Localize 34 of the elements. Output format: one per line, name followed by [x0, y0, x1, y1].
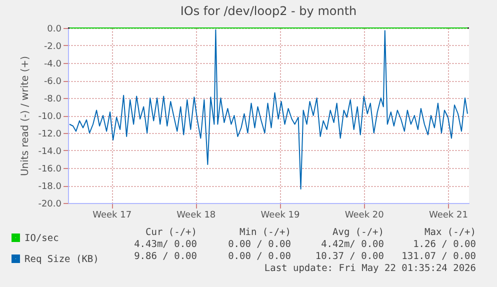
text: 0.00 / 0.00	[228, 239, 292, 250]
y-tick-label: 0.0	[47, 24, 62, 34]
y-tick-label: -12.0	[38, 130, 62, 140]
x-tick-label: Week 19	[260, 210, 300, 220]
y-tick-label: -16.0	[38, 164, 62, 174]
chart-title: IOs for /dev/loop2 - by month	[180, 4, 357, 18]
y-axis-title: Units read (-) / write (+)	[20, 56, 32, 176]
text: Max (-/+)	[424, 227, 476, 238]
text: Min (-/+)	[240, 227, 291, 238]
text: 9.86 / 0.00	[134, 251, 198, 262]
line-series	[69, 29, 468, 190]
y-tick-label: -20.0	[38, 200, 62, 210]
text: 1.26 / 0.00	[413, 239, 476, 250]
text: Cur (-/+)	[146, 227, 197, 238]
legend-label: Req Size (KB)	[24, 254, 99, 265]
x-tick-label: Week 18	[176, 210, 216, 220]
x-tick-label: Week 20	[344, 210, 384, 220]
y-tick-label: -14.0	[38, 147, 62, 157]
y-tick-label: -2.0	[44, 42, 62, 52]
text: Last update: Fri May 22 01:35:24 2026	[264, 263, 476, 274]
text: 4.42m/ 0.00	[321, 239, 384, 250]
text: 131.07 / 0.00	[402, 251, 476, 262]
y-tick-label: -10.0	[38, 112, 62, 122]
x-tick-label: Week 21	[428, 210, 468, 220]
legend-label: IO/sec	[24, 232, 59, 244]
text: 10.37 / 0.00	[315, 251, 384, 262]
text: 4.43m/ 0.00	[134, 239, 198, 250]
y-tick-label: -4.0	[44, 60, 62, 70]
text: 0.00 / 0.00	[228, 251, 292, 262]
x-tick-label: Week 17	[92, 210, 132, 220]
y-tick-label: -6.0	[44, 77, 62, 87]
y-tick-label: -8.0	[44, 94, 62, 104]
y-tick-label: -18.0	[38, 182, 62, 192]
text: Avg (-/+)	[332, 227, 384, 238]
